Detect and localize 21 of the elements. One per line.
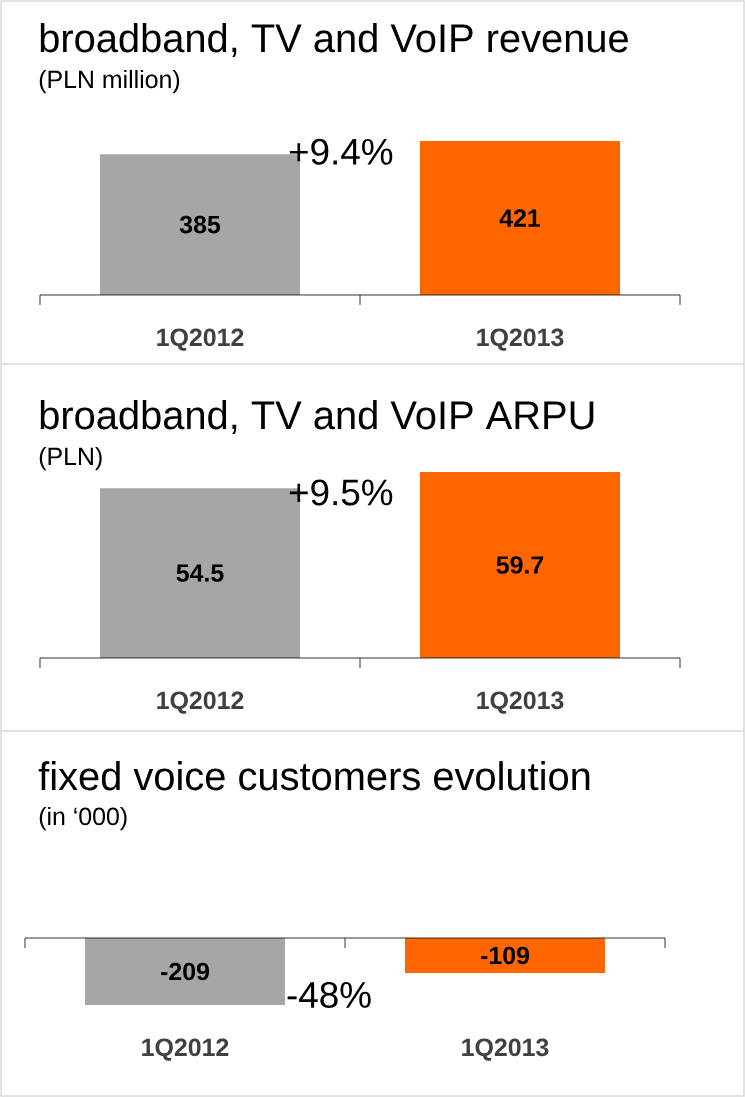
annotation: -48% bbox=[287, 981, 371, 1008]
chart-subtitle: (PLN million) bbox=[39, 69, 180, 94]
data-label: 54.5 bbox=[176, 564, 224, 582]
data-label: 59.7 bbox=[496, 556, 544, 574]
chart-title: broadband, TV and VoIP revenue bbox=[40, 23, 628, 58]
x-tick-label: 1Q2012 bbox=[157, 328, 244, 351]
x-tick-label: 1Q2012 bbox=[157, 691, 244, 714]
annotation: +9.4% bbox=[289, 138, 393, 165]
x-tick-label: 1Q2012 bbox=[142, 1038, 229, 1061]
x-tick-label: 1Q2013 bbox=[462, 1038, 549, 1061]
data-label: 385 bbox=[179, 215, 221, 234]
chart-title: broadband, TV and VoIP ARPU bbox=[40, 400, 594, 435]
chart-subtitle: (PLN) bbox=[39, 446, 102, 471]
data-label: -109 bbox=[481, 946, 529, 965]
data-label: 421 bbox=[499, 209, 541, 227]
chart-subtitle: (in ‘000) bbox=[39, 806, 127, 831]
x-tick-label: 1Q2013 bbox=[477, 691, 564, 714]
annotation: +9.5% bbox=[289, 479, 393, 506]
data-label: -209 bbox=[161, 962, 209, 981]
x-tick-label: 1Q2013 bbox=[477, 328, 564, 351]
chart-title: fixed voice customers evolution bbox=[38, 761, 590, 791]
